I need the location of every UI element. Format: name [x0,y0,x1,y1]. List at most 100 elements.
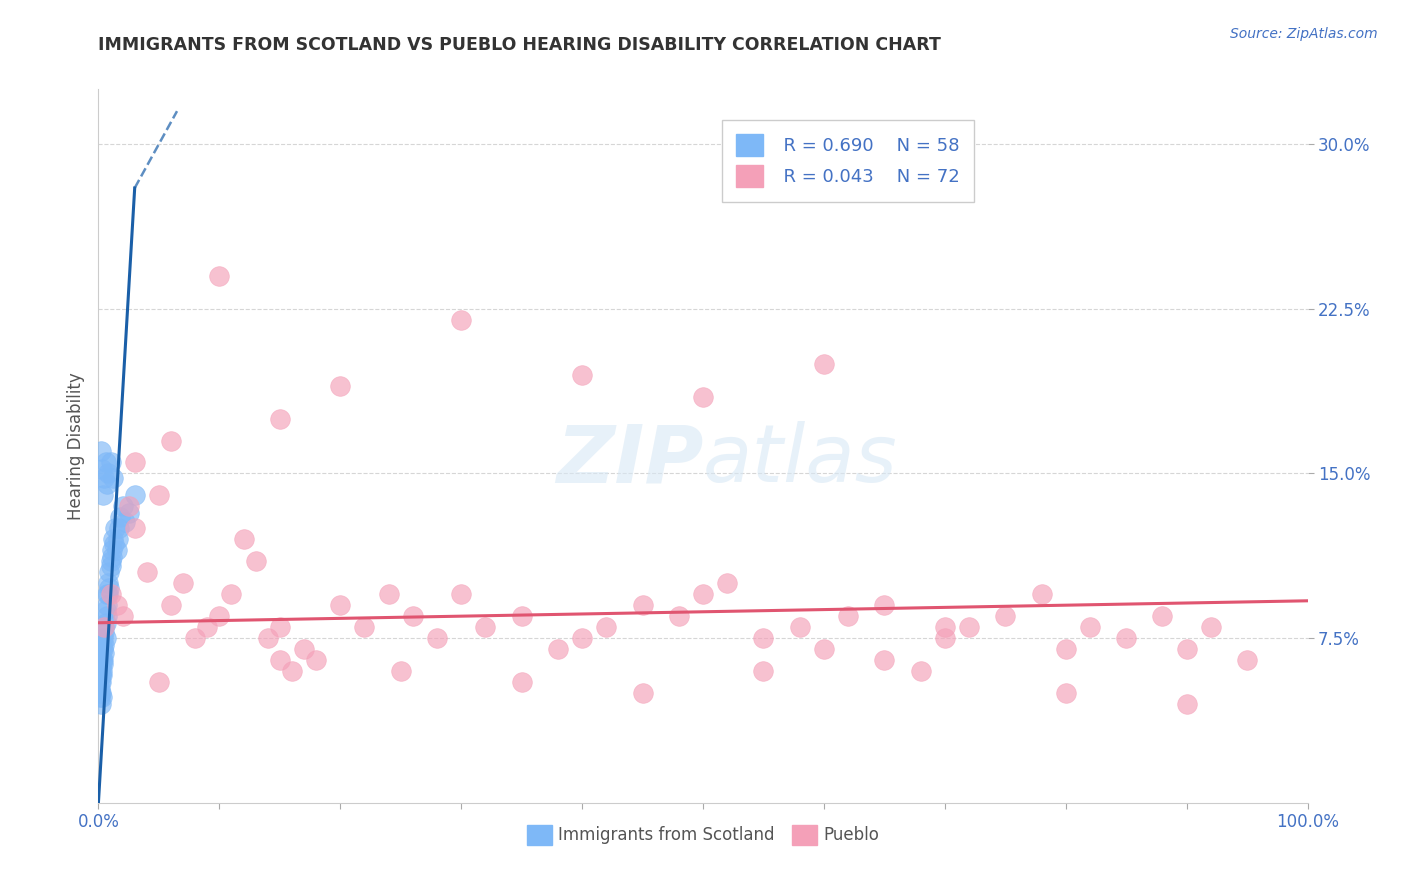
Point [89,690,111,705]
Point [873,598,896,612]
Point [450,312,472,326]
Point [910,664,932,678]
Point [450,587,472,601]
Point [91,657,114,672]
Point [104,521,127,535]
Point [89,681,111,696]
Point [208,609,231,624]
Point [96,477,118,491]
Text: atlas: atlas [703,421,898,500]
Point [91,668,114,682]
Point [474,620,496,634]
Point [281,664,304,678]
Point [148,488,170,502]
Point [256,631,278,645]
Point [305,653,328,667]
Point [124,455,146,469]
Point [221,587,243,601]
Point [96,609,118,624]
Point [510,609,533,624]
Point [98,581,121,595]
Point [91,653,114,667]
Point [873,653,896,667]
Point [329,598,352,612]
Point [100,543,122,558]
Point [94,602,117,616]
Point [103,537,125,551]
Point [105,598,128,612]
Point [93,624,115,639]
Point [108,521,131,535]
Point [90,647,112,661]
Point [1175,642,1198,657]
Point [124,521,146,535]
Point [1031,587,1053,601]
Point [1054,642,1077,657]
Point [1175,697,1198,711]
Point [813,642,835,657]
Point [97,576,120,591]
Point [100,554,122,568]
Point [752,631,775,645]
Point [668,609,690,624]
Point [94,455,117,469]
Point [105,543,128,558]
Point [90,675,112,690]
Point [426,631,449,645]
Point [595,620,617,634]
Point [571,368,593,382]
Point [94,631,117,645]
Point [716,576,738,591]
Point [97,587,120,601]
Point [631,686,654,700]
Point [93,647,115,661]
Point [107,533,129,547]
Point [510,675,533,690]
Point [208,268,231,283]
Point [1152,609,1174,624]
Point [172,576,194,591]
Point [1236,653,1258,667]
Point [1054,686,1077,700]
Point [111,500,134,514]
Point [1199,620,1222,634]
Point [631,598,654,612]
Point [837,609,859,624]
Point [97,467,120,481]
Point [402,609,425,624]
Point [93,620,115,634]
Legend: Immigrants from Scotland, Pueblo: Immigrants from Scotland, Pueblo [520,818,886,852]
Point [118,506,141,520]
Point [100,587,122,601]
Point [91,638,114,652]
Point [957,620,980,634]
Point [184,631,207,645]
Point [269,620,291,634]
Point [91,462,114,476]
Point [111,609,134,624]
Point [101,533,124,547]
Point [160,434,183,448]
Text: IMMIGRANTS FROM SCOTLAND VS PUEBLO HEARING DISABILITY CORRELATION CHART: IMMIGRANTS FROM SCOTLAND VS PUEBLO HEARI… [98,36,941,54]
Point [100,549,122,564]
Y-axis label: Hearing Disability: Hearing Disability [66,372,84,520]
Point [96,598,118,612]
Point [994,609,1017,624]
Point [377,587,399,601]
Point [93,638,115,652]
Point [118,500,141,514]
Point [89,675,111,690]
Point [269,411,291,425]
Point [90,686,112,700]
Point [160,598,183,612]
Point [148,675,170,690]
Point [114,515,136,529]
Point [292,642,315,657]
Point [789,620,811,634]
Point [91,642,114,657]
Point [813,357,835,371]
Point [692,587,714,601]
Point [269,653,291,667]
Point [93,620,115,634]
Point [91,653,114,667]
